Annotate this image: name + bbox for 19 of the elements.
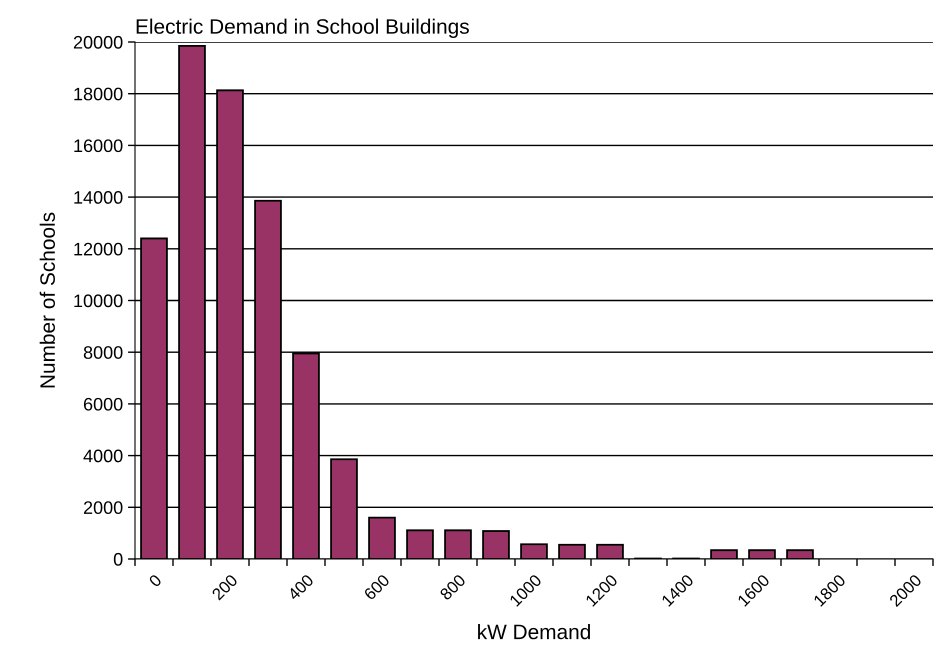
y-axis-title: Number of Schools bbox=[40, 212, 55, 388]
x-tick-label: 400 bbox=[286, 574, 314, 601]
y-tick-label: 0 bbox=[114, 552, 122, 566]
y-tick-label: 14000 bbox=[74, 191, 122, 204]
y-tick-label: 18000 bbox=[74, 88, 122, 100]
x-tick-label: 0 bbox=[148, 574, 162, 588]
x-tick-label: 200 bbox=[211, 574, 238, 601]
y-tick-label: 10000 bbox=[74, 294, 122, 308]
y-tick-label: 2000 bbox=[84, 501, 122, 514]
y-tick-label: 6000 bbox=[84, 398, 122, 411]
x-tick-label: 600 bbox=[363, 574, 390, 601]
y-tick-label: 8000 bbox=[84, 346, 122, 359]
y-tick-label: 4000 bbox=[83, 450, 122, 462]
y-tick-label: 12000 bbox=[74, 242, 122, 256]
x-axis-title: kW Demand bbox=[478, 624, 590, 640]
x-tick-label: 800 bbox=[439, 574, 466, 601]
y-tick-label: 20000 bbox=[74, 36, 122, 49]
y-tick-label: 16000 bbox=[74, 139, 122, 152]
chart-title: Electric Demand in School Buildings bbox=[136, 18, 469, 38]
